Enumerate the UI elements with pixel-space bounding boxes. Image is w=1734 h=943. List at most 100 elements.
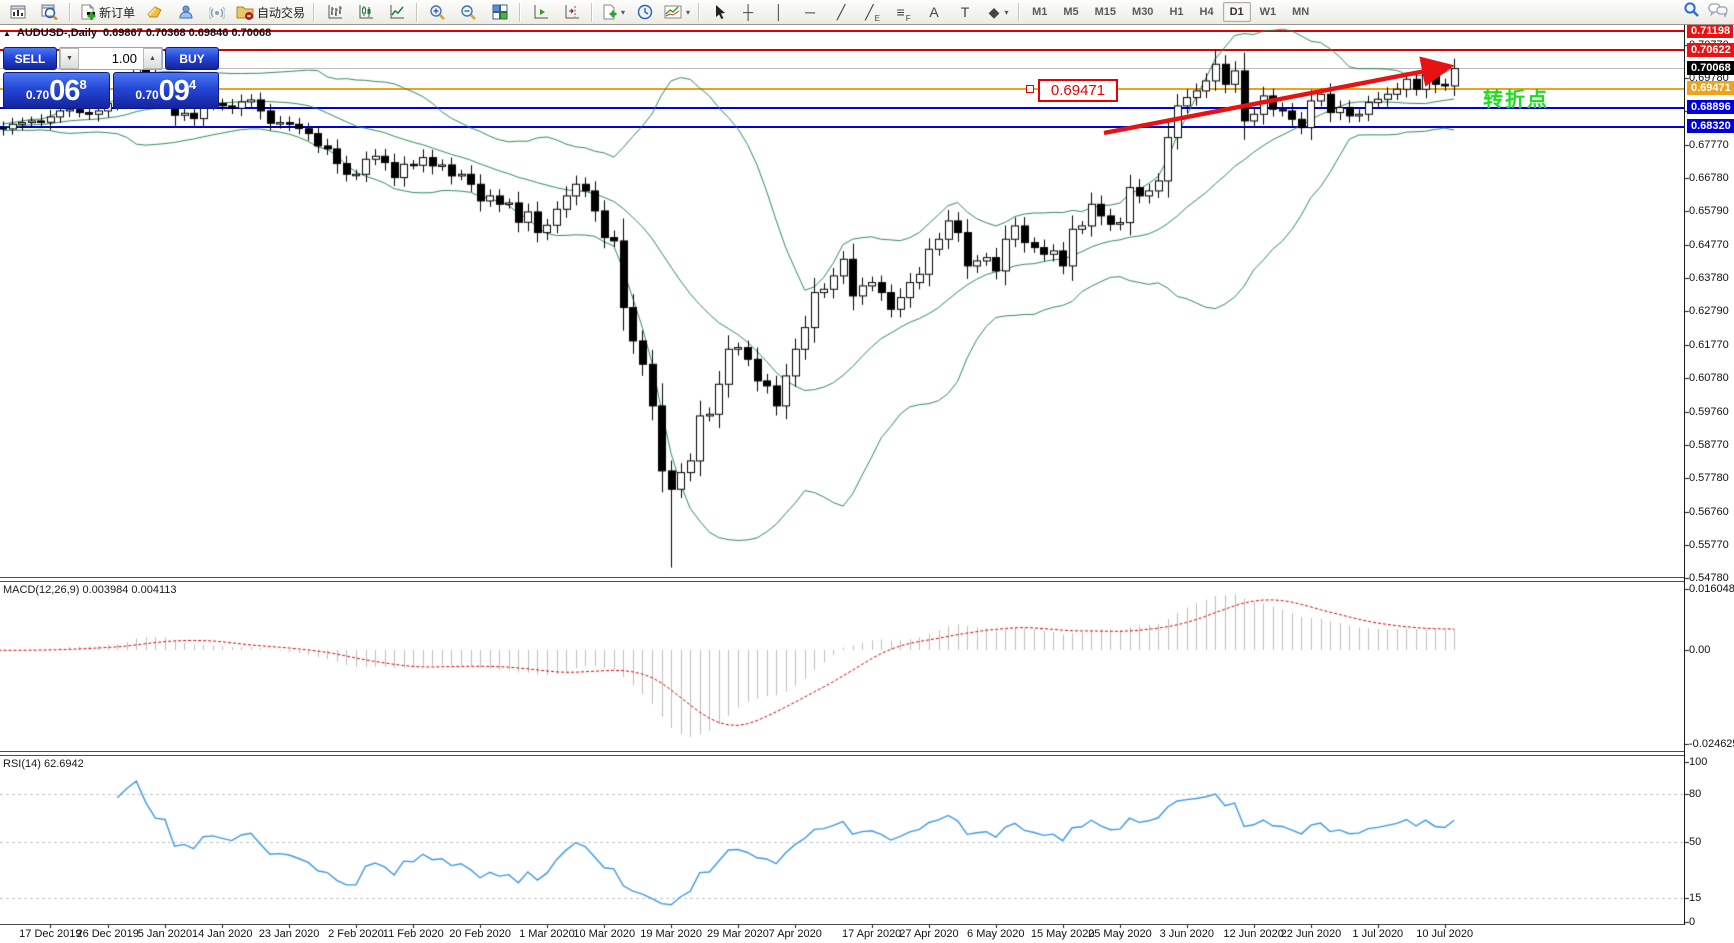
new-template-icon <box>601 4 617 20</box>
drawing-tool-button[interactable]: ◆ ▾ <box>988 4 1009 20</box>
chart-template-icon <box>664 5 682 19</box>
search-icon[interactable] <box>1683 1 1700 23</box>
ohlc-values: 0.69867 0.70368 0.69846 0.70068 <box>103 27 272 39</box>
price-badge: 0.70622 <box>1687 42 1734 57</box>
macd-pane-separator[interactable] <box>0 577 1684 582</box>
drawing-tool-button[interactable]: ╱ <box>828 1 859 24</box>
tool-icon: A <box>929 4 939 20</box>
auto-scroll-icon <box>533 4 549 20</box>
axis-tick: 0.65790 <box>1689 205 1729 218</box>
timeframe-bar: M1 M5 M15 M30 H1 H4 D1 W1 MN <box>1024 2 1317 22</box>
timeframe-button[interactable]: M1 <box>1025 2 1054 22</box>
timeframe-button[interactable]: MN <box>1285 2 1316 22</box>
axis-tick: 0.00 <box>1689 644 1711 656</box>
date-label: 2 Feb 2020 <box>328 928 384 940</box>
volume-decrease-button[interactable]: ▼ <box>60 48 79 69</box>
bar-chart-icon <box>327 4 343 20</box>
auto-trading-label: 自动交易 <box>257 5 306 20</box>
timeframe-button[interactable]: M5 <box>1056 2 1085 22</box>
macd-label: MACD(12,26,9) 0.003984 0.004113 <box>3 584 177 596</box>
toolbar-separator <box>1018 2 1021 22</box>
chart-window-button[interactable] <box>3 1 34 24</box>
timeframe-button[interactable]: W1 <box>1253 2 1284 22</box>
toolbar: 新订单 自动交易 <box>0 0 1734 25</box>
price-callout-label[interactable]: 0.69471 <box>1038 79 1118 102</box>
price-callout-handle[interactable] <box>1026 85 1034 93</box>
axis-tick: 50 <box>1689 836 1702 848</box>
timeframe-button[interactable]: M30 <box>1125 2 1160 22</box>
auto-scroll-button[interactable] <box>525 1 556 24</box>
price-axis[interactable]: 0.707700.697800.687900.677700.667800.657… <box>1684 23 1734 943</box>
new-order-button[interactable]: 新订单 <box>75 1 139 24</box>
turning-point-label[interactable]: 转折点 <box>1483 89 1549 111</box>
zoom-in-icon <box>429 4 446 20</box>
market-watch-icon <box>146 5 163 19</box>
time-axis[interactable]: 17 Dec 2019 26 Dec 2019 5 Jan 2020 14 Jan 2… <box>0 925 1734 943</box>
zoom-in-button[interactable] <box>422 1 453 24</box>
period-clock-button[interactable] <box>629 1 660 24</box>
timeframe-button[interactable]: H4 <box>1193 2 1221 22</box>
axis-tick: 0.59760 <box>1689 406 1729 419</box>
rsi-pane-separator[interactable] <box>0 751 1684 756</box>
chart-title: ▲ AUDUSD-,Daily 0.69867 0.70368 0.69846 … <box>3 27 271 39</box>
axis-tick: 100 <box>1689 756 1708 768</box>
market-watch-button[interactable] <box>139 1 170 24</box>
date-label: 17 Dec 2019 <box>19 928 82 940</box>
line-chart-icon <box>389 4 405 20</box>
line-chart-button[interactable] <box>381 1 412 24</box>
volume-input[interactable] <box>79 48 143 69</box>
signals-button[interactable] <box>201 1 232 24</box>
axis-tick: 15 <box>1689 892 1702 904</box>
chart-template-button[interactable]: ▾ <box>660 1 694 24</box>
date-label: 17 Apr 2020 <box>841 928 902 940</box>
drawing-tool-button[interactable]: │ <box>766 1 797 24</box>
chart-shift-icon <box>564 4 580 20</box>
toolbar-separator <box>591 2 594 22</box>
drawing-tool-button[interactable]: ╱ E <box>865 4 880 23</box>
price-badge: 0.68896 <box>1687 100 1734 115</box>
zoom-out-button[interactable] <box>453 1 484 24</box>
rsi-label: RSI(14) 62.6942 <box>3 758 84 770</box>
buy-button[interactable]: BUY <box>165 47 219 70</box>
drawing-tool-button[interactable]: ┼ <box>735 1 766 24</box>
profiles-button[interactable] <box>34 1 65 24</box>
auto-trading-button[interactable]: 自动交易 <box>232 1 309 24</box>
symbol-period-label: AUDUSD-,Daily <box>16 27 97 39</box>
tile-windows-button[interactable] <box>484 1 515 24</box>
drawing-tool-button[interactable]: ≡ F <box>896 4 911 23</box>
chart-window-icon <box>10 4 27 20</box>
timeframe-button[interactable]: M15 <box>1088 2 1123 22</box>
date-label: 7 Apr 2020 <box>768 928 822 940</box>
candlestick-chart-icon <box>358 4 374 20</box>
chart-shift-button[interactable] <box>556 1 587 24</box>
volume-increase-button[interactable]: ▲ <box>143 48 162 69</box>
chart-area[interactable]: ▲ AUDUSD-,Daily 0.69867 0.70368 0.69846 … <box>0 23 1734 943</box>
new-order-icon <box>79 3 96 21</box>
axis-tick: 0.62790 <box>1689 305 1729 318</box>
bar-chart-button[interactable] <box>319 1 350 24</box>
drawing-tool-button[interactable]: ─ <box>797 1 828 24</box>
sell-button[interactable]: SELL <box>3 47 57 70</box>
one-click-toggle-icon[interactable]: ▲ <box>3 28 11 38</box>
sell-price-button[interactable]: 0.70 06 8 <box>3 72 110 109</box>
date-label: 1 Mar 2020 <box>519 928 575 940</box>
timeframe-button[interactable]: H1 <box>1162 2 1190 22</box>
community-button[interactable] <box>170 1 201 24</box>
axis-tick: 0.54780 <box>1689 572 1729 585</box>
drawing-tool-button[interactable]: T <box>952 1 983 24</box>
price-badge: 0.69471 <box>1687 81 1734 96</box>
axis-tick: 0.64770 <box>1689 239 1729 252</box>
date-label: 11 Feb 2020 <box>382 928 444 940</box>
chat-icon[interactable] <box>1708 2 1728 23</box>
axis-tick: 0.56760 <box>1689 506 1729 519</box>
cursor-tool-button[interactable] <box>704 1 735 24</box>
new-template-button[interactable]: ▾ <box>597 1 629 24</box>
tool-icon: ╱ <box>865 4 874 20</box>
axis-tick: 0.55770 <box>1689 539 1729 552</box>
price-chart-canvas[interactable] <box>0 25 1734 943</box>
zoom-out-icon <box>460 4 477 20</box>
drawing-tool-button[interactable]: A <box>921 1 952 24</box>
buy-price-button[interactable]: 0.70 09 4 <box>112 72 219 109</box>
candlestick-chart-button[interactable] <box>350 1 381 24</box>
timeframe-button[interactable]: D1 <box>1222 2 1251 22</box>
